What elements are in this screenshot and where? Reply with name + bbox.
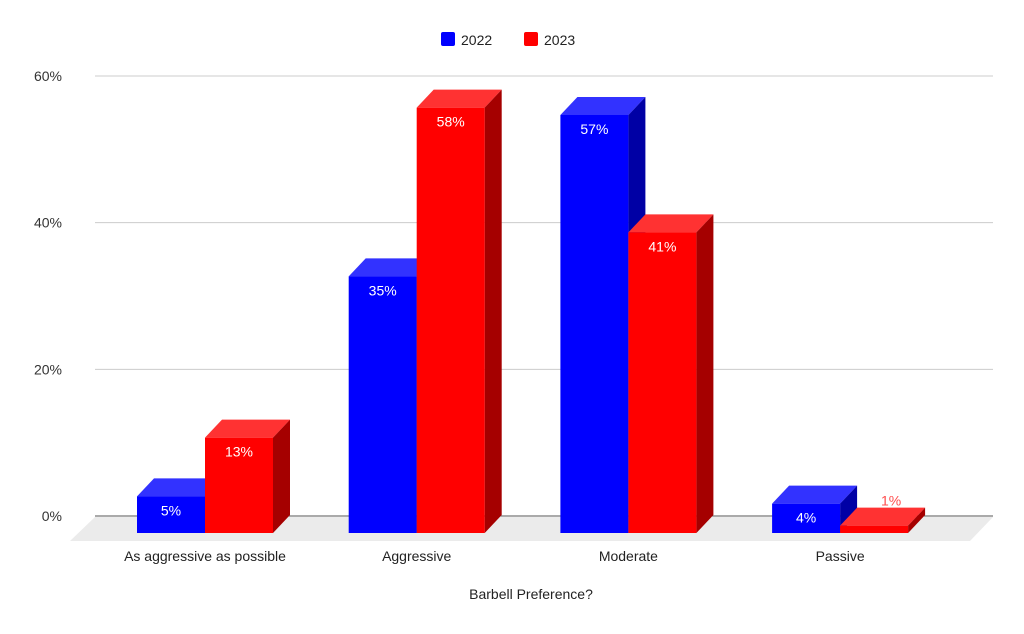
bar-front-face xyxy=(560,115,629,533)
y-tick-label: 60% xyxy=(34,68,62,84)
bar-front-face xyxy=(137,496,205,533)
bar-top-face xyxy=(628,214,714,233)
bar-front-face xyxy=(840,525,909,533)
data-label: 4% xyxy=(796,510,816,526)
bar-side-face xyxy=(484,89,502,534)
data-label: 58% xyxy=(437,114,465,130)
legend-swatch-2022 xyxy=(441,32,455,46)
bar-2023: 13% xyxy=(205,419,290,533)
bar-top-face xyxy=(560,97,646,115)
x-tick-label: As aggressive as possible xyxy=(124,548,286,564)
x-tick-label: Passive xyxy=(816,548,865,564)
bar-front-face xyxy=(416,107,485,534)
legend-swatch-2023 xyxy=(524,32,538,46)
bar-2023: 41% xyxy=(628,214,714,534)
y-tick-label: 20% xyxy=(34,361,62,377)
data-label: 13% xyxy=(225,444,253,460)
x-axis-label: Barbell Preference? xyxy=(469,586,593,602)
data-label: 35% xyxy=(369,282,397,298)
bar-2022: 4% xyxy=(772,485,858,533)
data-label: 41% xyxy=(648,238,676,254)
legend-label-2022: 2022 xyxy=(461,32,492,48)
chart-floor xyxy=(70,517,993,541)
data-label: 5% xyxy=(161,502,181,518)
bar-top-face xyxy=(416,89,502,108)
bar-2023: 1% xyxy=(840,493,926,533)
bar-top-face xyxy=(205,419,290,438)
bar-front-face xyxy=(348,276,417,533)
bar-front-face xyxy=(205,437,273,533)
bar-2022: 57% xyxy=(560,97,646,533)
x-tick-label: Aggressive xyxy=(382,548,451,564)
bar-2023: 58% xyxy=(416,89,502,534)
bar-top-face xyxy=(772,485,858,504)
bar-side-face xyxy=(696,214,714,534)
bar-front-face xyxy=(772,503,841,533)
data-label: 57% xyxy=(580,121,608,137)
bar-top-face xyxy=(137,478,222,497)
y-tick-label: 0% xyxy=(42,508,62,524)
legend-label-2023: 2023 xyxy=(544,32,575,48)
bar-top-face xyxy=(840,507,926,526)
data-label: 1% xyxy=(881,493,901,509)
bar-top-face xyxy=(348,258,434,277)
y-tick-label: 40% xyxy=(34,215,62,231)
bar-front-face xyxy=(628,232,697,534)
x-tick-label: Moderate xyxy=(599,548,658,564)
bar-side-face xyxy=(273,419,290,533)
bar-side-face xyxy=(908,507,926,533)
